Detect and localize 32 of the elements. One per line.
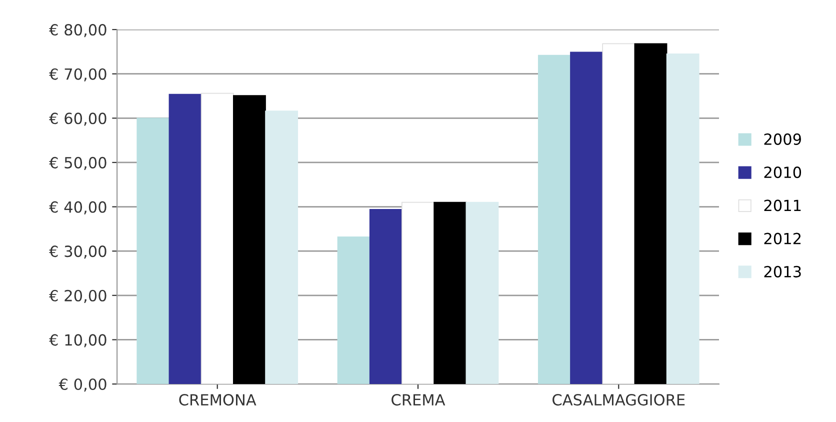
bar: [168, 94, 202, 384]
bar: [570, 52, 604, 384]
bar: [666, 53, 700, 384]
legend-label: 2012: [764, 232, 801, 244]
x-tick-label: CREMA: [392, 394, 446, 406]
bar: [602, 43, 636, 384]
bar: [200, 92, 234, 384]
bar: [232, 95, 266, 384]
bar: [538, 54, 571, 384]
bar: [265, 110, 298, 384]
y-tick-label: € 10,00: [49, 334, 106, 348]
bar: [337, 236, 370, 384]
bar: [634, 43, 668, 384]
y-tick-label: € 80,00: [49, 24, 106, 38]
x-tick-label: CASALMAGGIORE: [552, 394, 685, 406]
y-tick-label: € 60,00: [49, 112, 106, 126]
bar: [369, 209, 402, 384]
y-tick-label: € 40,00: [49, 201, 106, 214]
y-tick-label: € 70,00: [49, 68, 106, 82]
legend-label: 2009: [764, 133, 801, 145]
bar: [136, 118, 170, 384]
bar: [466, 202, 499, 384]
legend-label: 2011: [764, 200, 801, 212]
y-tick-label: € 50,00: [49, 156, 106, 170]
y-tick-label: € 0,00: [58, 378, 106, 392]
y-tick-label: € 20,00: [49, 290, 106, 303]
y-tick-label: € 30,00: [49, 246, 106, 259]
x-tick-label: CREMONA: [179, 394, 256, 406]
bar: [434, 202, 467, 384]
legend-label: 2013: [764, 266, 801, 278]
bar: [402, 202, 434, 384]
legend-label: 2010: [764, 166, 802, 178]
